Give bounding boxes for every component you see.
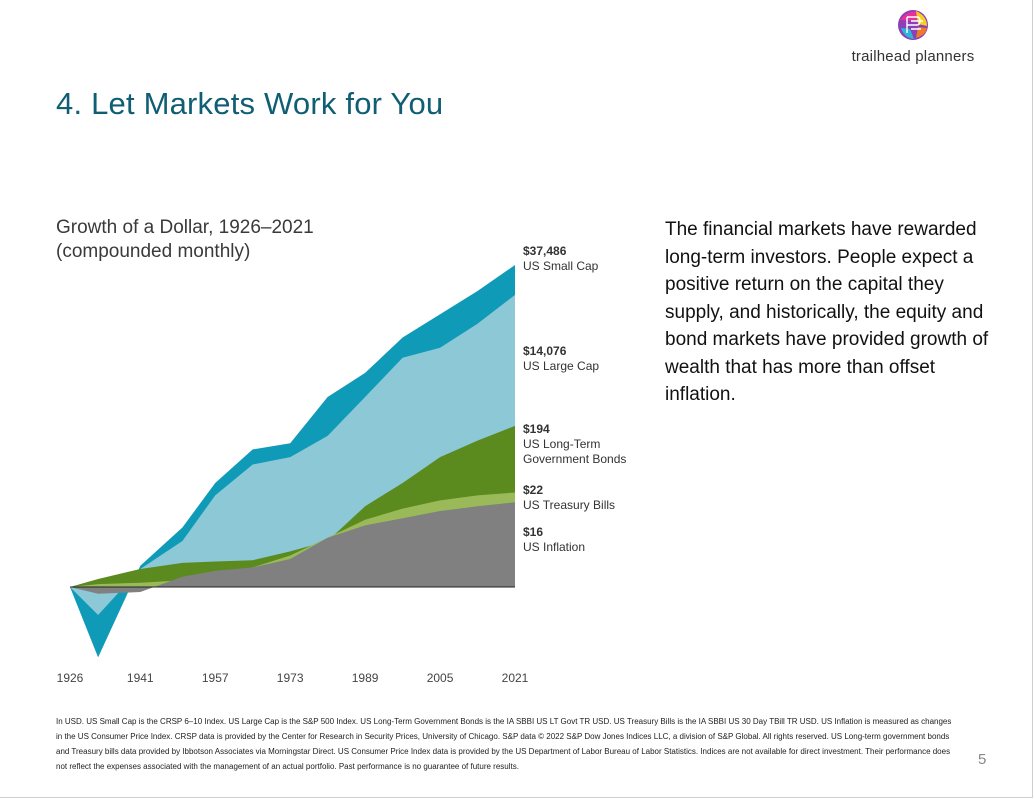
end-series-name: Government Bonds bbox=[523, 452, 626, 466]
end-labels: $37,486 US Small Cap$14,076 US Large Cap$1… bbox=[523, 244, 626, 554]
footnote: In USD. US Small Cap is the CRSP 6–10 In… bbox=[56, 717, 952, 771]
body-text: The financial markets have rewarded long… bbox=[665, 219, 989, 405]
end-value: $194 bbox=[523, 422, 550, 436]
end-label-us-treasury-bills: $22 US Treasury Bills bbox=[523, 483, 615, 512]
end-value: $37,486 bbox=[523, 244, 567, 258]
x-tick-label: 1926 bbox=[57, 671, 84, 685]
end-series-name: US Small Cap bbox=[523, 259, 599, 273]
chart-title-block: Growth of a Dollar, 1926–2021 (compounde… bbox=[56, 216, 314, 264]
brand-logo: trailhead planners bbox=[838, 8, 988, 68]
x-tick-label: 2005 bbox=[427, 671, 454, 685]
chart-areas bbox=[70, 265, 515, 658]
growth-chart: $37,486 US Small Cap$14,076 US Large Cap$1… bbox=[57, 244, 627, 685]
end-series-name: US Large Cap bbox=[523, 359, 599, 373]
end-label-us-long-term-government-bonds: $194 US Long-Term Government Bonds bbox=[523, 422, 626, 466]
brand-name: trailhead planners bbox=[851, 48, 975, 65]
end-series-name: US Inflation bbox=[523, 540, 585, 554]
x-tick-label: 2021 bbox=[502, 671, 529, 685]
end-value: $22 bbox=[523, 483, 543, 497]
end-series-name: US Treasury Bills bbox=[523, 498, 615, 512]
end-value: $14,076 bbox=[523, 344, 567, 358]
x-tick-label: 1989 bbox=[352, 671, 379, 685]
end-series-name: US Long-Term bbox=[523, 437, 600, 451]
x-tick-label: 1957 bbox=[202, 671, 229, 685]
end-value: $16 bbox=[523, 525, 543, 539]
page-number: 5 bbox=[978, 751, 987, 768]
end-label-us-inflation: $16 US Inflation bbox=[523, 525, 585, 554]
x-axis-ticks: 1926 1941 1957 1973 1989 2005 2021 bbox=[57, 671, 529, 685]
series-area-us-inflation bbox=[70, 502, 515, 594]
end-label-us-small-cap: $37,486 US Small Cap bbox=[523, 244, 599, 273]
chart-subtitle: (compounded monthly) bbox=[56, 241, 251, 262]
slide-title: 4. Let Markets Work for You bbox=[56, 86, 444, 121]
end-label-us-large-cap: $14,076 US Large Cap bbox=[523, 344, 599, 373]
x-tick-label: 1941 bbox=[127, 671, 154, 685]
x-tick-label: 1973 bbox=[277, 671, 304, 685]
brand-logo-icon bbox=[898, 10, 928, 40]
chart-title: Growth of a Dollar, 1926–2021 bbox=[56, 217, 314, 238]
